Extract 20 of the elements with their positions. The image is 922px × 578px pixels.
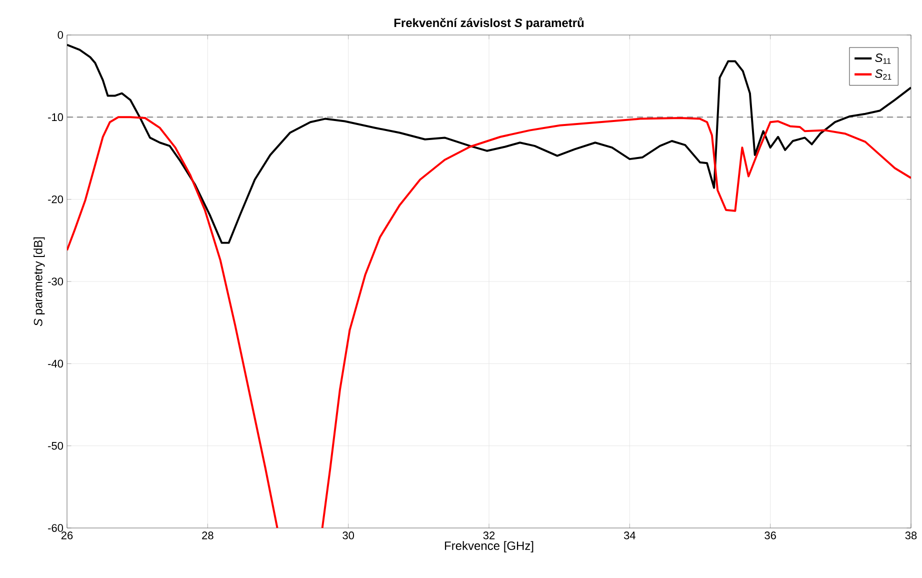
- x-tick-label: 36: [764, 532, 776, 540]
- y-tick-label: -30: [48, 278, 64, 286]
- x-tick-label: 38: [905, 532, 917, 540]
- legend-label: S$_{21}$: [875, 69, 892, 80]
- y-tick-label: -10: [48, 113, 64, 122]
- y-tick-label: -20: [48, 195, 64, 204]
- y-tick-label: 0: [58, 31, 64, 39]
- legend-label: S$_{11}$: [875, 54, 891, 64]
- line-series: [67, 44, 911, 244]
- x-tick-label: 26: [61, 532, 73, 540]
- y-tick-label: -40: [48, 360, 64, 368]
- x-axis-title: Frekvence [GHz]: [444, 541, 534, 552]
- x-tick-label: 28: [202, 532, 214, 540]
- x-tick-label: 34: [624, 532, 636, 540]
- y-tick-label: -50: [48, 442, 64, 450]
- chart-title: Frekvenční závislost S parametrů: [394, 17, 584, 30]
- y-tick-label: -60: [48, 524, 64, 532]
- y-axis-title: S parametry [dB]: [34, 237, 45, 326]
- x-tick-label: 32: [483, 532, 495, 540]
- x-tick-label: 30: [342, 532, 354, 540]
